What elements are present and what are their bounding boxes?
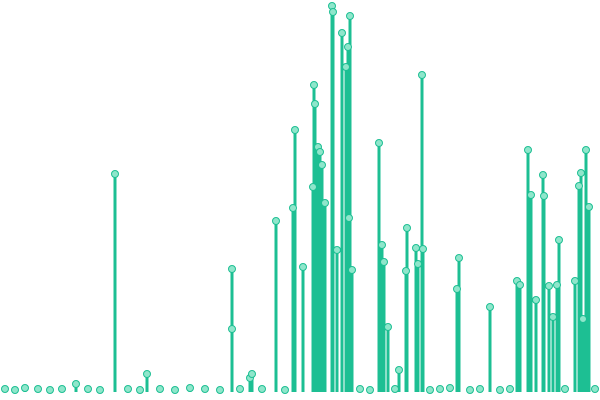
point xyxy=(186,384,194,392)
point xyxy=(426,386,434,394)
point xyxy=(216,386,224,394)
point xyxy=(575,182,583,190)
point xyxy=(366,386,374,394)
point xyxy=(281,386,289,394)
point xyxy=(228,265,236,273)
point xyxy=(345,214,353,222)
point xyxy=(571,277,579,285)
point xyxy=(591,385,599,393)
point xyxy=(344,43,352,51)
point xyxy=(436,385,444,393)
point xyxy=(553,281,561,289)
point xyxy=(258,385,266,393)
point xyxy=(402,267,410,275)
point xyxy=(532,296,540,304)
point xyxy=(299,263,307,271)
point xyxy=(58,385,66,393)
point xyxy=(582,146,590,154)
point xyxy=(46,386,54,394)
point xyxy=(289,204,297,212)
point xyxy=(466,386,474,394)
point xyxy=(446,384,454,392)
point xyxy=(395,366,403,374)
point xyxy=(1,385,9,393)
point xyxy=(236,385,244,393)
point xyxy=(527,191,535,199)
point xyxy=(228,325,236,333)
point xyxy=(136,386,144,394)
point xyxy=(342,63,350,71)
point xyxy=(486,303,494,311)
point xyxy=(375,139,383,147)
point xyxy=(453,285,461,293)
point xyxy=(348,266,356,274)
point xyxy=(585,203,593,211)
point xyxy=(21,384,29,392)
point xyxy=(412,244,420,252)
point xyxy=(272,217,280,225)
point xyxy=(310,81,318,89)
point xyxy=(577,169,585,177)
point xyxy=(384,323,392,331)
point xyxy=(311,100,319,108)
point xyxy=(419,245,427,253)
point xyxy=(318,161,326,169)
point xyxy=(72,380,80,388)
point xyxy=(579,315,587,323)
point xyxy=(346,12,354,20)
point xyxy=(321,199,329,207)
point xyxy=(96,386,104,394)
point xyxy=(455,254,463,262)
point xyxy=(111,170,119,178)
point xyxy=(84,385,92,393)
point xyxy=(124,385,132,393)
point xyxy=(549,313,557,321)
point xyxy=(418,71,426,79)
point xyxy=(248,370,256,378)
point xyxy=(156,385,164,393)
point xyxy=(476,385,484,393)
point xyxy=(414,260,422,268)
point xyxy=(539,171,547,179)
point xyxy=(378,241,386,249)
point xyxy=(338,29,346,37)
point xyxy=(143,370,151,378)
point xyxy=(11,386,19,394)
point xyxy=(333,246,341,254)
point xyxy=(291,126,299,134)
point xyxy=(391,385,399,393)
point xyxy=(561,385,569,393)
point xyxy=(316,148,324,156)
point xyxy=(171,386,179,394)
point xyxy=(540,192,548,200)
point xyxy=(309,183,317,191)
point xyxy=(329,8,337,16)
point xyxy=(555,236,563,244)
point xyxy=(506,385,514,393)
point xyxy=(356,385,364,393)
point xyxy=(201,385,209,393)
point xyxy=(380,258,388,266)
point xyxy=(524,146,532,154)
point xyxy=(545,282,553,290)
point xyxy=(496,386,504,394)
point xyxy=(34,385,42,393)
point xyxy=(403,224,411,232)
point xyxy=(516,281,524,289)
